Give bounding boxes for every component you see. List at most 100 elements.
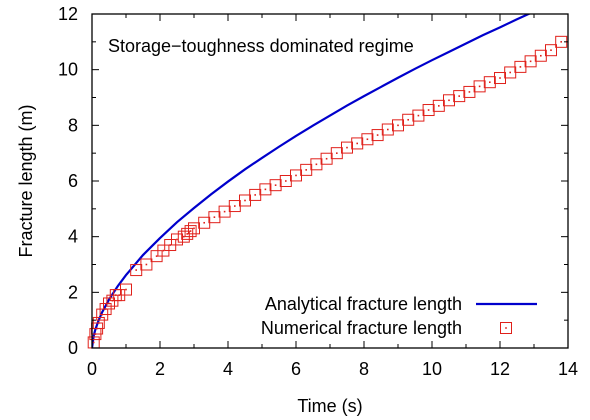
y-tick-label: 10 bbox=[58, 60, 78, 80]
data-point-numerical bbox=[534, 49, 547, 62]
data-point-numerical bbox=[259, 183, 272, 196]
marker-square bbox=[453, 90, 466, 103]
x-tick-label: 10 bbox=[422, 359, 442, 379]
marker-square bbox=[120, 283, 132, 296]
y-tick-label: 6 bbox=[68, 171, 78, 191]
data-point-numerical bbox=[300, 163, 313, 176]
x-tick-label: 4 bbox=[223, 359, 233, 379]
marker-dot bbox=[560, 41, 562, 43]
marker-dot bbox=[417, 114, 420, 117]
chart-annotation: Storage−toughness dominated regime bbox=[108, 36, 414, 56]
data-point-numerical bbox=[483, 76, 496, 89]
marker-square bbox=[473, 80, 486, 93]
axis-ticks: 0 2 4 6 8 10 12 14 0 2 4 6 8 10 12 bbox=[58, 4, 578, 379]
marker-square bbox=[422, 104, 435, 117]
legend-label-numerical: Numerical fracture length bbox=[261, 318, 462, 338]
y-tick-label: 12 bbox=[58, 4, 78, 24]
marker-square bbox=[184, 225, 197, 238]
marker-dot bbox=[550, 49, 552, 51]
marker-square bbox=[140, 258, 153, 271]
data-point-numerical bbox=[504, 66, 517, 79]
marker-dot bbox=[397, 124, 399, 127]
marker-dot bbox=[315, 163, 318, 166]
marker-dot bbox=[135, 269, 137, 271]
marker-dot bbox=[108, 302, 110, 305]
marker-dot bbox=[118, 294, 120, 296]
data-point-numerical bbox=[208, 211, 221, 224]
data-point-numerical bbox=[422, 104, 435, 117]
marker-dot bbox=[519, 66, 522, 68]
marker-dot bbox=[489, 81, 491, 83]
legend-swatch-numerical bbox=[500, 322, 512, 334]
data-point-numerical bbox=[330, 147, 343, 160]
marker-dot bbox=[274, 184, 277, 186]
data-point-numerical bbox=[310, 158, 323, 171]
data-point-numerical bbox=[239, 194, 251, 207]
x-tick-label: 12 bbox=[490, 359, 510, 379]
marker-square bbox=[103, 297, 115, 310]
marker-dot bbox=[529, 60, 532, 63]
data-point-numerical bbox=[381, 123, 394, 136]
data-point-numerical bbox=[473, 80, 486, 93]
marker-dot bbox=[145, 263, 148, 266]
marker-dot bbox=[169, 244, 171, 246]
marker-dot bbox=[125, 288, 127, 291]
marker-dot bbox=[92, 341, 95, 344]
data-point-numerical bbox=[432, 99, 445, 112]
marker-dot bbox=[540, 54, 542, 57]
marker-dot bbox=[223, 210, 226, 213]
marker-dot bbox=[438, 105, 440, 107]
marker-dot bbox=[325, 157, 328, 160]
x-tick-label: 6 bbox=[291, 359, 301, 379]
data-point-numerical bbox=[290, 169, 302, 182]
marker-square bbox=[443, 94, 455, 107]
data-point-numerical bbox=[198, 216, 211, 229]
marker-dot bbox=[264, 188, 267, 191]
marker-square bbox=[545, 44, 557, 57]
marker-dot bbox=[407, 118, 409, 121]
marker-dot bbox=[189, 230, 192, 232]
marker-dot bbox=[448, 99, 450, 102]
marker-dot bbox=[115, 294, 117, 296]
marker-dot bbox=[376, 134, 379, 136]
y-tick-label: 4 bbox=[68, 227, 78, 247]
marker-dot bbox=[254, 194, 256, 196]
marker-square bbox=[361, 133, 374, 146]
data-point-numerical bbox=[412, 109, 425, 122]
data-point-numerical bbox=[402, 113, 415, 126]
data-point-numerical bbox=[453, 90, 466, 103]
marker-dot bbox=[505, 327, 507, 329]
marker-square bbox=[381, 123, 394, 136]
marker-dot bbox=[336, 152, 338, 154]
legend-marker-numerical bbox=[500, 322, 512, 334]
marker-dot bbox=[499, 77, 501, 79]
data-point-numerical bbox=[228, 200, 241, 213]
data-point-numerical bbox=[443, 94, 455, 107]
y-tick-label: 2 bbox=[68, 282, 78, 302]
marker-dot bbox=[478, 85, 481, 88]
marker-dot bbox=[366, 138, 369, 141]
marker-dot bbox=[203, 221, 205, 224]
data-point-numerical bbox=[361, 133, 374, 146]
marker-square bbox=[269, 179, 282, 192]
data-point-numerical bbox=[269, 179, 282, 192]
data-point-numerical bbox=[463, 85, 476, 98]
data-point-numerical bbox=[103, 297, 115, 310]
marker-dot bbox=[356, 142, 358, 145]
marker-dot bbox=[295, 174, 297, 177]
y-axis-label: Fracture length (m) bbox=[16, 104, 36, 257]
marker-dot bbox=[155, 255, 158, 257]
marker-dot bbox=[176, 238, 178, 241]
data-point-numerical bbox=[545, 44, 557, 57]
data-point-numerical bbox=[249, 188, 262, 201]
legend-label-analytical: Analytical fracture length bbox=[265, 294, 462, 314]
marker-dot bbox=[162, 249, 165, 252]
data-point-numerical bbox=[320, 152, 333, 165]
marker-dot bbox=[98, 322, 100, 324]
marker-dot bbox=[387, 128, 389, 131]
data-point-numerical bbox=[341, 141, 353, 154]
data-point-numerical bbox=[514, 60, 527, 73]
marker-dot bbox=[468, 91, 471, 93]
marker-square bbox=[402, 113, 415, 126]
